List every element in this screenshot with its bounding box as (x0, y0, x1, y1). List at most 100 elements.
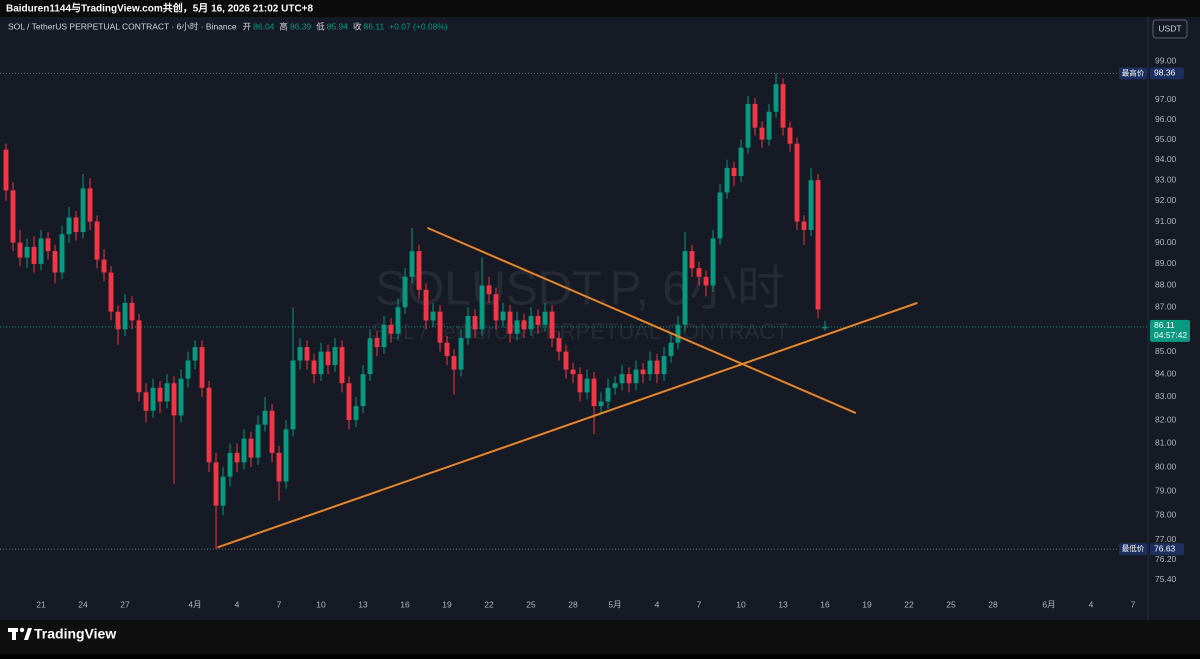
candle-body (430, 311, 436, 321)
candle-body (164, 383, 170, 402)
x-tick-label: 7 (697, 599, 702, 609)
x-tick-label: 22 (484, 599, 494, 609)
candle-body (731, 167, 737, 177)
candle-body (605, 387, 611, 402)
candle-body (311, 360, 317, 375)
candle-body (150, 387, 156, 411)
candle-body (409, 251, 415, 277)
candle-body (367, 338, 373, 375)
candle-body (290, 360, 296, 430)
candle-body (780, 84, 786, 128)
x-tick-label: 13 (358, 599, 368, 609)
y-tick-label: 84.00 (1155, 368, 1177, 378)
candle-body (220, 476, 226, 506)
candle-body (584, 378, 590, 393)
candle-body (171, 383, 177, 416)
y-tick-label: 92.00 (1155, 195, 1177, 205)
candle-body (353, 406, 359, 421)
candle-body (374, 338, 380, 348)
footer-bar (0, 620, 1200, 654)
y-tick-label: 91.00 (1155, 216, 1177, 226)
candle-body (108, 272, 114, 312)
candle-body (66, 217, 72, 235)
candle-body (612, 383, 618, 388)
candle-body (143, 392, 149, 411)
candle-body (136, 320, 142, 393)
ohlc-value: 86.11 (364, 21, 385, 31)
candle-body (395, 307, 401, 334)
candle-body (17, 242, 23, 258)
candle-body (696, 268, 702, 277)
candle-body (416, 251, 422, 290)
candle-body (647, 360, 653, 375)
x-tick-label: 4 (655, 599, 660, 609)
candle-body (332, 347, 338, 366)
x-tick-label: 25 (946, 599, 956, 609)
candle-body (465, 316, 471, 339)
candle-body (507, 311, 513, 334)
ohlc-value: 86.04 (253, 21, 275, 31)
y-tick-label: 93.00 (1155, 174, 1177, 184)
candle-body (248, 438, 254, 458)
candle-body (570, 369, 576, 375)
candle-body (10, 190, 16, 243)
brand-logo (8, 627, 32, 640)
candle-body (766, 111, 772, 140)
x-tick-label: 16 (400, 599, 410, 609)
candle-body (654, 360, 660, 375)
candle-body (479, 285, 485, 330)
candle-body (94, 221, 100, 260)
candle-body (31, 246, 37, 264)
currency-button[interactable] (1152, 19, 1188, 39)
x-tick-label: 7 (1131, 599, 1136, 609)
candle-body (549, 311, 555, 339)
candle-body (178, 378, 184, 416)
y-tick-label: 88.00 (1155, 280, 1177, 290)
min-price-value-box (1150, 543, 1184, 556)
candle-body (458, 338, 464, 370)
candle-body (73, 217, 79, 233)
symbol-legend: SOL / TetherUS PERPETUAL CONTRACT · 6小时 … (8, 21, 237, 31)
candle-body (325, 351, 331, 366)
x-tick-label: 4 (1089, 599, 1094, 609)
candle-body (682, 251, 688, 325)
candle-body (262, 410, 268, 425)
ohlc-value: 86.39 (290, 21, 312, 31)
y-tick-label: 79.00 (1155, 485, 1177, 495)
candle-body (521, 320, 527, 330)
y-tick-label: 77.00 (1155, 534, 1177, 544)
brand-name: TradingView (34, 626, 116, 642)
last-price: 86.11 (1154, 320, 1175, 330)
candle-body (381, 324, 387, 348)
candle-body (444, 342, 450, 357)
x-tick-label: 13 (778, 599, 788, 609)
candle-body (304, 347, 310, 361)
min-price-tag-text: 最低价 (1122, 543, 1145, 553)
candle-body (52, 251, 58, 273)
x-tick-label: 10 (736, 599, 746, 609)
y-tick-label: 89.00 (1155, 258, 1177, 268)
candle-body (241, 438, 247, 463)
candle-body (815, 180, 821, 310)
currency-label[interactable]: USDT (1158, 23, 1181, 33)
x-tick-label: 19 (442, 599, 452, 609)
ohlc-label: 高 (279, 21, 288, 31)
candle-body (528, 316, 534, 330)
y-tick-label: 80.00 (1155, 461, 1177, 471)
y-tick-label: 95.00 (1155, 134, 1177, 144)
candle-body (157, 387, 163, 402)
x-tick-label: 6月 (1042, 599, 1055, 609)
candle-body (45, 238, 51, 252)
candle-body (101, 259, 107, 273)
y-tick-label: 96.00 (1155, 114, 1177, 124)
y-tick-label: 82.00 (1155, 414, 1177, 424)
trendline (427, 226, 857, 415)
candle-body (661, 356, 667, 375)
candle-body (451, 356, 457, 370)
candle-body (129, 302, 135, 321)
candle-body (339, 347, 345, 384)
y-tick-label: 76.20 (1155, 554, 1177, 564)
trendline (217, 301, 918, 549)
